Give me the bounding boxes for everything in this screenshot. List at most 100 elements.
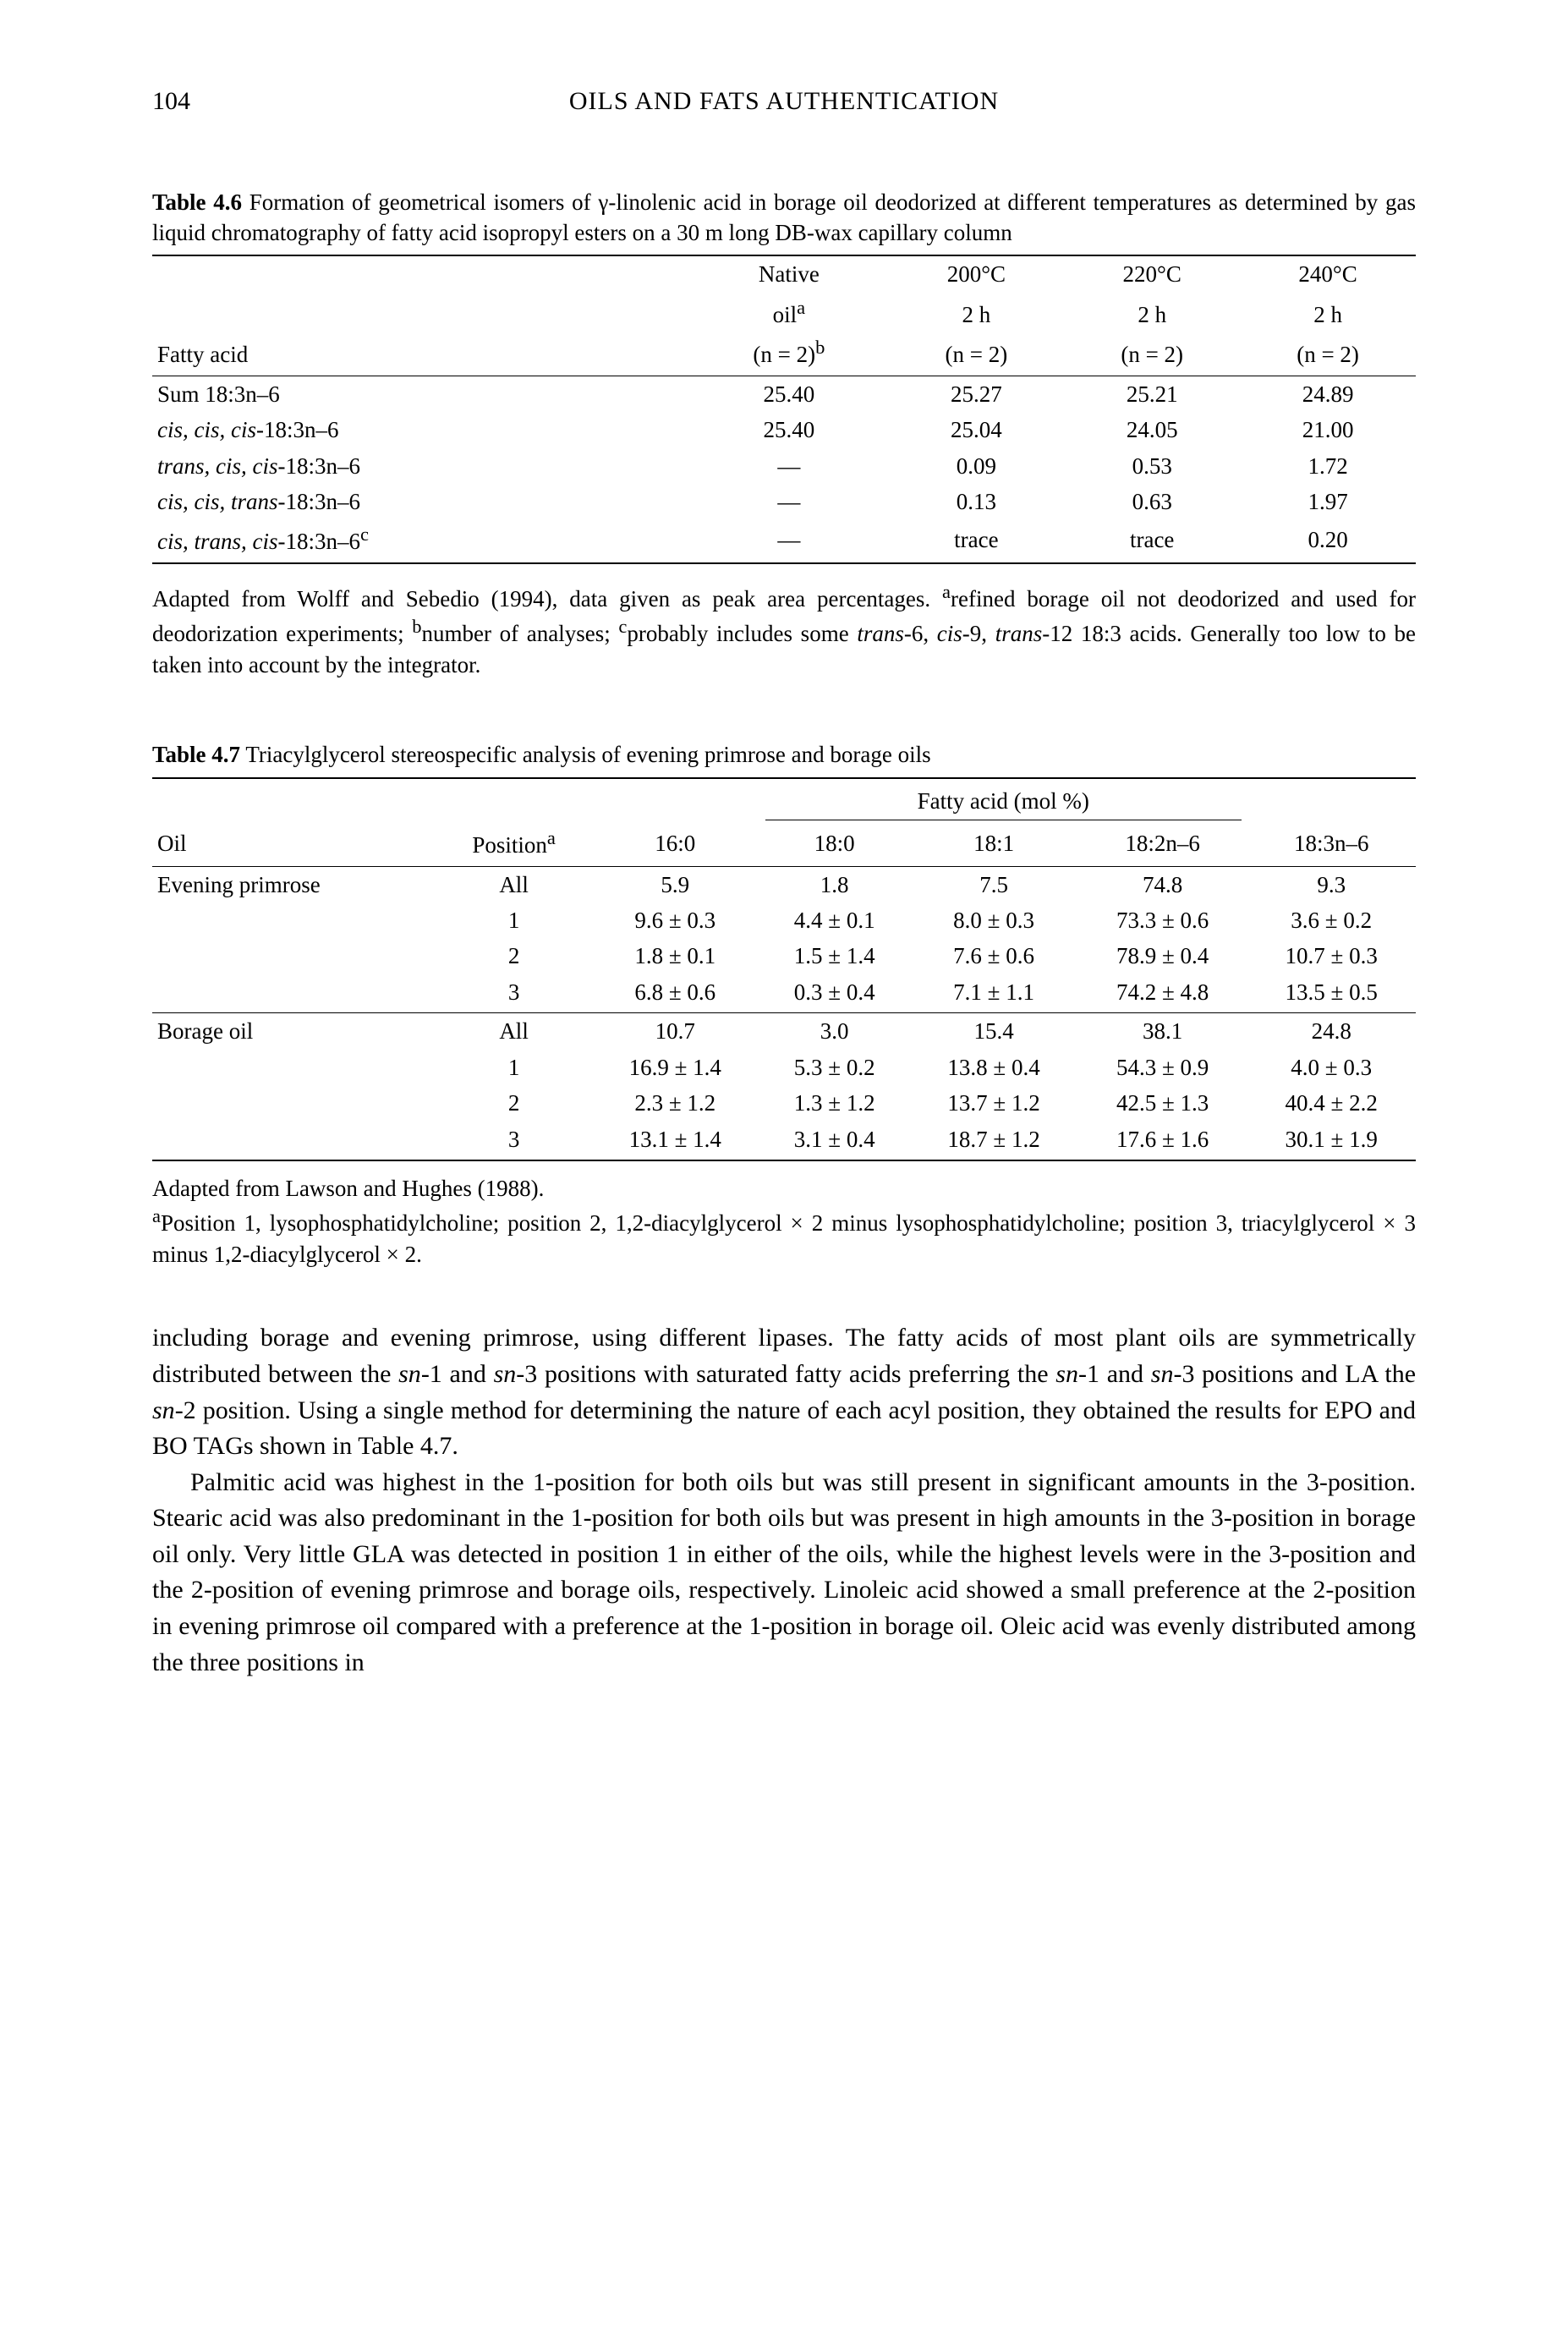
table47-v4: 17.6 ± 1.6 [1078, 1122, 1247, 1160]
table47-v2: 1.5 ± 1.4 [759, 938, 909, 974]
table46-c4: 1.72 [1240, 448, 1416, 484]
table46-fa: trans, cis, cis-18:3n–6 [152, 448, 689, 484]
table47-pos: 2 [437, 938, 591, 974]
table47-v5: 10.7 ± 0.3 [1247, 938, 1416, 974]
table-row: cis, cis, trans-18:3n–6—0.130.631.97 [152, 484, 1416, 519]
table47-v2: 0.3 ± 0.4 [759, 974, 909, 1013]
table46-h-200-2: 2 h [888, 293, 1064, 332]
table46-c1: 25.40 [689, 412, 888, 447]
table47-v3: 7.5 [909, 866, 1078, 902]
table47-v3: 13.8 ± 0.4 [909, 1050, 1078, 1085]
table46-c1: — [689, 448, 888, 484]
table47-v5: 30.1 ± 1.9 [1247, 1122, 1416, 1160]
table47-v1: 6.8 ± 0.6 [590, 974, 759, 1013]
table46-label: Table 4.6 [152, 189, 242, 215]
table47-v3: 7.6 ± 0.6 [909, 938, 1078, 974]
table47-h-160: 16:0 [590, 823, 759, 866]
table47-v4: 74.2 ± 4.8 [1078, 974, 1247, 1013]
table46-h-native3: (n = 2)b [689, 332, 888, 376]
table47-v1: 16.9 ± 1.4 [590, 1050, 759, 1085]
table47-oil [152, 1050, 437, 1085]
table47-pos: 1 [437, 902, 591, 938]
table47-pos: 2 [437, 1085, 591, 1121]
table47-v2: 5.3 ± 0.2 [759, 1050, 909, 1085]
table47-v1: 9.6 ± 0.3 [590, 902, 759, 938]
table46-c4: 0.20 [1240, 519, 1416, 562]
table47-v2: 1.8 [759, 866, 909, 902]
table46-fa: cis, cis, trans-18:3n–6 [152, 484, 689, 519]
table46-h-240-1: 240°C [1240, 255, 1416, 292]
table47-v5: 24.8 [1247, 1013, 1416, 1050]
table46-caption: Table 4.6 Formation of geometrical isome… [152, 187, 1416, 249]
table46-footnote: Adapted from Wolff and Sebedio (1994), d… [152, 579, 1416, 680]
table47-v2: 4.4 ± 0.1 [759, 902, 909, 938]
table47-oil: Evening primrose [152, 866, 437, 902]
table46-h-220-2: 2 h [1064, 293, 1240, 332]
table46-h-fa: Fatty acid [152, 332, 689, 376]
table46-c3: 24.05 [1064, 412, 1240, 447]
table46-c1: — [689, 519, 888, 562]
table-row: 116.9 ± 1.45.3 ± 0.213.8 ± 0.454.3 ± 0.9… [152, 1050, 1416, 1085]
table47-v4: 42.5 ± 1.3 [1078, 1085, 1247, 1121]
table47-h-180: 18:0 [759, 823, 909, 866]
table46-c2: 25.04 [888, 412, 1064, 447]
table46-c3: 0.63 [1064, 484, 1240, 519]
table47-oil [152, 1122, 437, 1160]
table46-h-200-3: (n = 2) [888, 332, 1064, 376]
table47-pos: All [437, 1013, 591, 1050]
table46-h-240-3: (n = 2) [1240, 332, 1416, 376]
table47-v1: 1.8 ± 0.1 [590, 938, 759, 974]
table47-v1: 5.9 [590, 866, 759, 902]
table46-fa: Sum 18:3n–6 [152, 376, 689, 412]
page-header: 104 OILS AND FATS AUTHENTICATION 104 [152, 85, 1416, 119]
table47-footnote: Adapted from Lawson and Hughes (1988).aP… [152, 1173, 1416, 1270]
table47-pos: 3 [437, 974, 591, 1013]
table47-v2: 3.0 [759, 1013, 909, 1050]
table-row: cis, trans, cis-18:3n–6c—tracetrace0.20 [152, 519, 1416, 562]
table47-v4: 74.8 [1078, 866, 1247, 902]
table47-v3: 7.1 ± 1.1 [909, 974, 1078, 1013]
table46-c2: 0.09 [888, 448, 1064, 484]
table46-c3: trace [1064, 519, 1240, 562]
table47-v1: 10.7 [590, 1013, 759, 1050]
table47-pos: All [437, 866, 591, 902]
table47-v5: 4.0 ± 0.3 [1247, 1050, 1416, 1085]
table47-v2: 1.3 ± 1.2 [759, 1085, 909, 1121]
table47-oil [152, 1085, 437, 1121]
table-row: trans, cis, cis-18:3n–6—0.090.531.72 [152, 448, 1416, 484]
table47-h-181: 18:1 [909, 823, 1078, 866]
table47-v1: 13.1 ± 1.4 [590, 1122, 759, 1160]
table46-c4: 24.89 [1240, 376, 1416, 412]
table46-h-200-1: 200°C [888, 255, 1064, 292]
table47-oil [152, 902, 437, 938]
table46-c4: 21.00 [1240, 412, 1416, 447]
table46-c2: 25.27 [888, 376, 1064, 412]
table46: Native 200°C 220°C 240°C oila 2 h 2 h 2 … [152, 255, 1416, 564]
table47-v3: 8.0 ± 0.3 [909, 902, 1078, 938]
table47-h-183: 18:3n–6 [1247, 823, 1416, 866]
table47-v3: 15.4 [909, 1013, 1078, 1050]
table47-v2: 3.1 ± 0.4 [759, 1122, 909, 1160]
table-row: Sum 18:3n–625.4025.2725.2124.89 [152, 376, 1416, 412]
table47-v4: 54.3 ± 0.9 [1078, 1050, 1247, 1085]
table47-caption: Table 4.7 Triacylglycerol stereospecific… [152, 739, 1416, 770]
table-row: 313.1 ± 1.43.1 ± 0.418.7 ± 1.217.6 ± 1.6… [152, 1122, 1416, 1160]
table47-v3: 13.7 ± 1.2 [909, 1085, 1078, 1121]
table46-h-240-2: 2 h [1240, 293, 1416, 332]
table47-v5: 9.3 [1247, 866, 1416, 902]
running-head: OILS AND FATS AUTHENTICATION [569, 85, 999, 119]
table47-h-182: 18:2n–6 [1078, 823, 1247, 866]
body-para-2: Palmitic acid was highest in the 1-posit… [152, 1465, 1416, 1681]
table47-v4: 38.1 [1078, 1013, 1247, 1050]
table46-h-native1: Native [689, 255, 888, 292]
table-row: 19.6 ± 0.34.4 ± 0.18.0 ± 0.373.3 ± 0.63.… [152, 902, 1416, 938]
table47-v5: 3.6 ± 0.2 [1247, 902, 1416, 938]
page-number: 104 [152, 85, 190, 119]
table46-h-native2: oila [689, 293, 888, 332]
table-row: 22.3 ± 1.21.3 ± 1.213.7 ± 1.242.5 ± 1.34… [152, 1085, 1416, 1121]
table47-caption-text: Triacylglycerol stereospecific analysis … [245, 742, 930, 767]
table46-h-220-3: (n = 2) [1064, 332, 1240, 376]
table46-c2: 0.13 [888, 484, 1064, 519]
table46-fa: cis, trans, cis-18:3n–6c [152, 519, 689, 562]
table46-c1: — [689, 484, 888, 519]
